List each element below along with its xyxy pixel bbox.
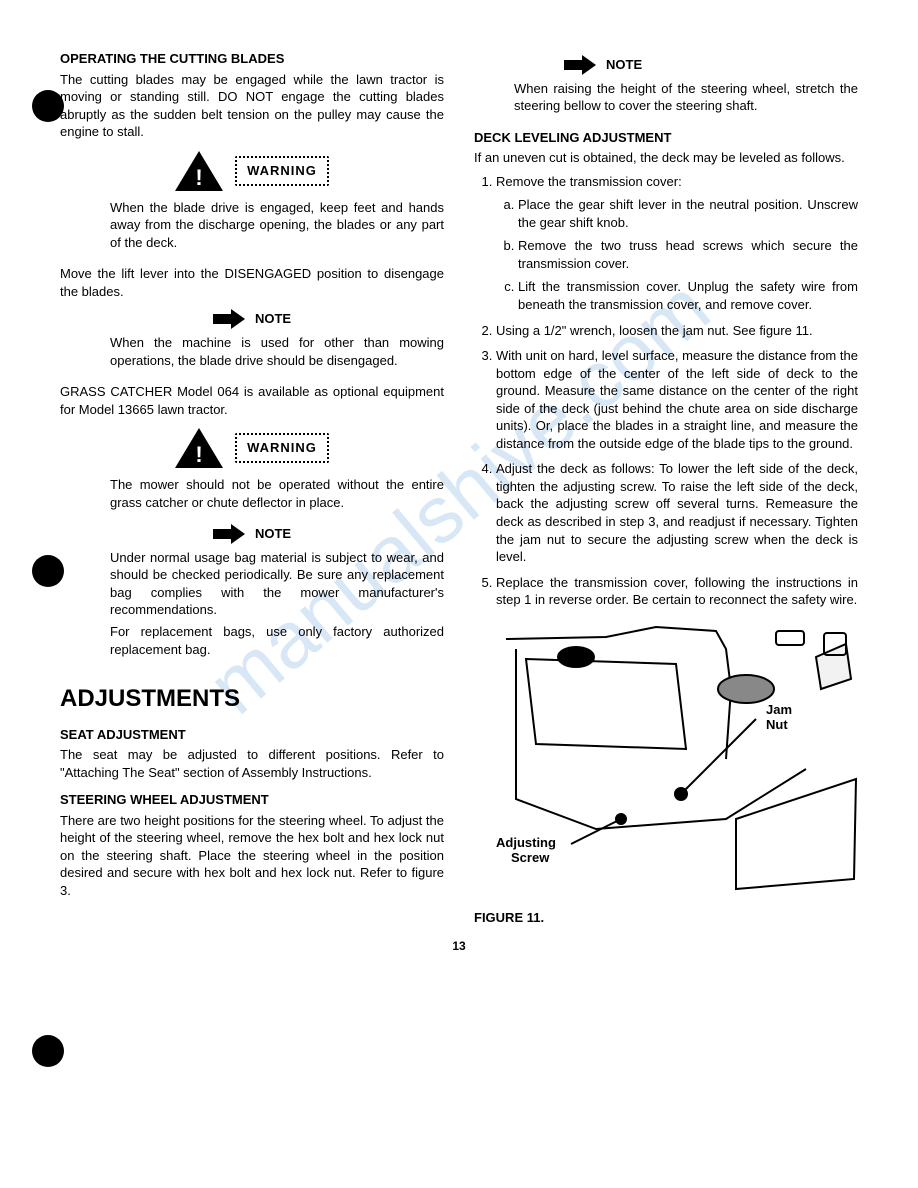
list-item: With unit on hard, level surface, measur… [496,347,858,452]
para-steering: There are two height positions for the s… [60,812,444,900]
warning-triangle-icon [175,151,223,191]
arrow-icon [564,58,598,72]
figure-11-illustration: Jam Nut Adjusting Screw [474,619,858,899]
warning-block: WARNING [60,428,444,468]
heading-deck-leveling: DECK LEVELING ADJUSTMENT [474,129,858,147]
note-label: NOTE [255,525,291,543]
left-column: OPERATING THE CUTTING BLADES The cutting… [60,50,444,926]
right-column: NOTE When raising the height of the stee… [474,50,858,926]
heading-adjustments: ADJUSTMENTS [60,683,444,715]
para-deck-intro: If an uneven cut is obtained, the deck m… [474,149,858,167]
list-item: Replace the transmission cover, followin… [496,574,858,609]
list-item: Adjust the deck as follows: To lower the… [496,460,858,565]
heading-steering-adjustment: STEERING WHEEL ADJUSTMENT [60,791,444,809]
list-item: Using a 1/2" wrench, loosen the jam nut.… [496,322,858,340]
callout-adjusting-screw: Adjusting [496,835,556,850]
warning-text: The mower should not be operated without… [110,476,444,511]
figure-11-label: FIGURE 11. [474,909,858,927]
punch-hole-icon [32,1035,64,1067]
page-number: 13 [60,938,858,954]
figure-11: Jam Nut Adjusting Screw [474,619,858,899]
warning-triangle-icon [175,428,223,468]
warning-label: WARNING [235,156,329,186]
step-text: Remove the transmission cover: [496,174,682,189]
note-text: When raising the height of the steering … [514,80,858,115]
para-seat: The seat may be adjusted to different po… [60,746,444,781]
note-block: NOTE [60,525,444,543]
list-item: Lift the transmission cover. Unplug the … [518,278,858,313]
punch-hole-icon [32,555,64,587]
note-block: NOTE [60,310,444,328]
heading-operating-blades: OPERATING THE CUTTING BLADES [60,50,444,68]
list-item: Remove the transmission cover: Place the… [496,173,858,314]
heading-seat-adjustment: SEAT ADJUSTMENT [60,726,444,744]
para-disengage: Move the lift lever into the DISENGAGED … [60,265,444,300]
warning-block: WARNING [60,151,444,191]
para-grass-catcher: GRASS CATCHER Model 064 is available as … [60,383,444,418]
page-columns: OPERATING THE CUTTING BLADES The cutting… [60,50,858,926]
warning-label: WARNING [235,433,329,463]
warning-text: When the blade drive is engaged, keep fe… [110,199,444,252]
arrow-icon [213,527,247,541]
deck-steps-list: Remove the transmission cover: Place the… [474,173,858,609]
note-label: NOTE [255,310,291,328]
svg-text:Screw: Screw [511,850,550,865]
note-text: Under normal usage bag material is subje… [110,549,444,619]
callout-jam-nut: Jam [766,702,792,717]
list-item: Place the gear shift lever in the neutra… [518,196,858,231]
note-block: NOTE [564,56,858,74]
svg-text:Nut: Nut [766,717,788,732]
note-label: NOTE [606,56,642,74]
punch-hole-icon [32,90,64,122]
note-text: When the machine is used for other than … [110,334,444,369]
note-text-extra: For replacement bags, use only factory a… [110,623,444,658]
list-item: Remove the two truss head screws which s… [518,237,858,272]
substeps-list: Place the gear shift lever in the neutra… [496,196,858,313]
para-blades-intro: The cutting blades may be engaged while … [60,71,444,141]
arrow-icon [213,312,247,326]
